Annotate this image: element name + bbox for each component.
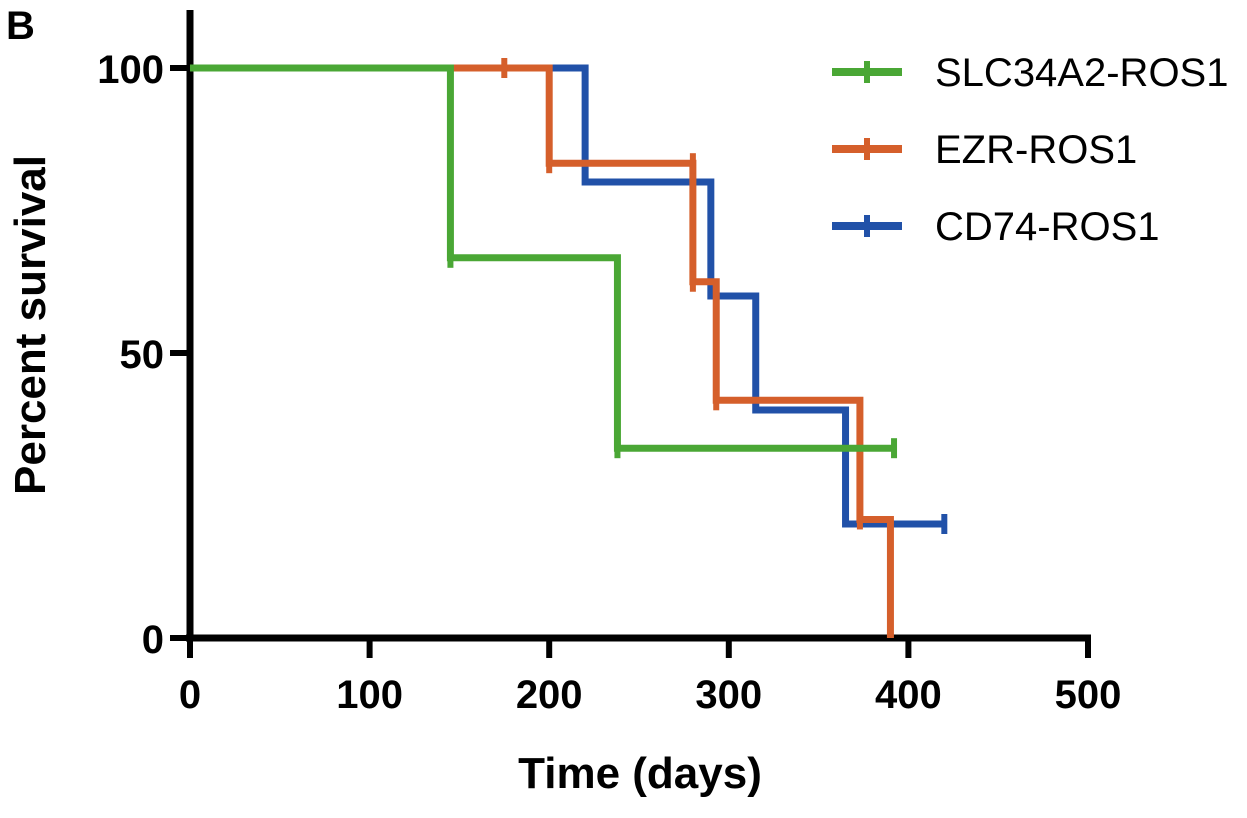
- axes: [186, 10, 1091, 642]
- series-layer: [190, 58, 948, 638]
- legend-label: EZR-ROS1: [935, 128, 1137, 172]
- series-line-ezr-ros1: [190, 64, 894, 638]
- x-tick-label: 500: [1055, 673, 1122, 717]
- x-ticks: 0 100 200 300 400 500: [179, 638, 1122, 717]
- y-tick-label: 100: [97, 48, 164, 92]
- legend-label: SLC34A2-ROS1: [935, 51, 1228, 95]
- legend-label: CD74-ROS1: [935, 205, 1160, 249]
- x-tick-label: 0: [179, 673, 201, 717]
- y-tick-label: 0: [142, 618, 164, 662]
- legend: SLC34A2-ROS1 EZR-ROS1 CD74-ROS1: [832, 51, 1228, 249]
- panel-label: B: [6, 4, 35, 48]
- x-tick-label: 300: [695, 673, 762, 717]
- y-tick-label: 50: [120, 333, 165, 377]
- x-tick-label: 100: [336, 673, 403, 717]
- y-axis-title: Percent survival: [6, 155, 55, 495]
- x-tick-label: 400: [875, 673, 942, 717]
- x-axis-title: Time (days): [518, 749, 762, 798]
- series-line-cd74-ros1: [190, 64, 945, 528]
- x-tick-label: 200: [516, 673, 583, 717]
- y-ticks: 0 50 100: [97, 48, 190, 662]
- series-line-slc34a2-ros1: [190, 64, 895, 452]
